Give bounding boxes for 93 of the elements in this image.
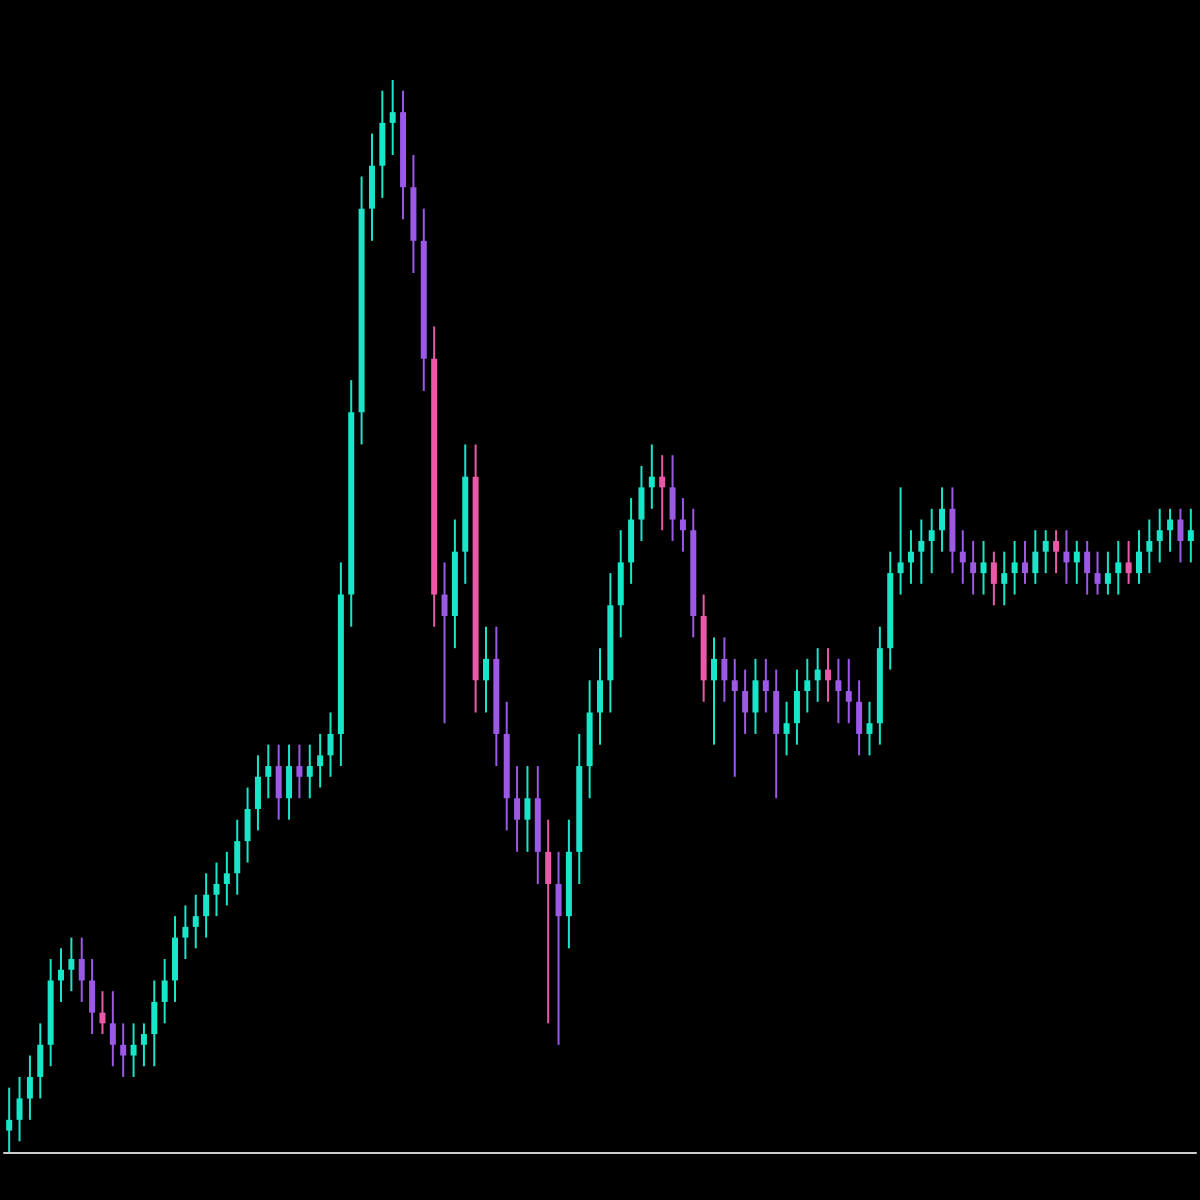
candlestick (514, 765, 521, 853)
candlestick (959, 529, 966, 585)
candlestick (368, 132, 375, 242)
candlestick (721, 636, 728, 703)
candlestick (939, 486, 946, 553)
candlestick (1063, 529, 1070, 585)
candlestick (711, 636, 718, 746)
candlestick (389, 79, 396, 157)
candlestick (58, 947, 65, 1003)
candlestick (482, 625, 489, 714)
candlestick (679, 497, 686, 553)
candlestick (1073, 539, 1080, 585)
candlestick (441, 561, 448, 725)
candlestick (99, 990, 106, 1036)
candlestick (172, 915, 179, 1003)
candlestick (1084, 539, 1091, 596)
candlestick (234, 818, 241, 896)
candlestick (130, 1022, 137, 1078)
candlestick (524, 765, 531, 853)
candlestick (752, 657, 759, 735)
candlestick (648, 443, 655, 510)
candlestick (866, 700, 873, 757)
candlestick (628, 497, 635, 585)
candlestick (286, 743, 293, 821)
candlestick (793, 668, 800, 746)
candlestick (1135, 529, 1142, 585)
candlestick (203, 872, 210, 939)
candlestick (773, 668, 780, 800)
candlestick (213, 861, 220, 918)
candlestick (26, 1054, 33, 1121)
candlestick (928, 507, 935, 575)
candlestick (120, 1022, 127, 1078)
candlestick (16, 1075, 23, 1143)
candlestick (1115, 539, 1122, 596)
candlestick (897, 486, 904, 596)
candlestick (317, 732, 324, 789)
candlestick (845, 657, 852, 725)
candlestick (659, 454, 666, 532)
candlestick (1177, 507, 1184, 564)
candlestick (617, 529, 624, 639)
candlestick (1167, 507, 1174, 553)
candlestick (1032, 529, 1039, 585)
candlestick (1001, 550, 1008, 607)
candlestick (327, 711, 334, 778)
candlestick (254, 754, 261, 832)
candlestick (835, 657, 842, 725)
candlestick (6, 1086, 13, 1153)
candlestick (918, 518, 925, 585)
candlestick (275, 743, 282, 821)
candlestick (907, 529, 914, 585)
candlestick (825, 647, 832, 703)
candlestick (1053, 529, 1060, 575)
candlestick (731, 657, 738, 778)
candlestick (1021, 539, 1028, 585)
candlestick (970, 539, 977, 596)
candlestick (1104, 550, 1111, 596)
candlestick (161, 958, 168, 1025)
candlestick (223, 850, 230, 907)
candlestick (1042, 529, 1049, 575)
candlestick (306, 743, 313, 800)
candlestick (78, 936, 85, 1003)
candlestick (109, 990, 116, 1068)
candlestick (638, 464, 645, 542)
candlestick (265, 743, 272, 800)
candlestick (762, 657, 769, 714)
candlestick (669, 454, 676, 542)
candlestick (980, 539, 987, 596)
candlestick (1187, 507, 1194, 564)
candlestick (814, 647, 821, 703)
candlestick (1094, 550, 1101, 596)
candlestick (1011, 539, 1018, 596)
candlestick (151, 979, 158, 1068)
candlestick (990, 550, 997, 607)
candlestick (545, 818, 552, 1025)
candlestick (37, 1022, 44, 1100)
candlestick (856, 679, 863, 757)
candlestick (555, 850, 562, 1046)
candlestick (182, 904, 189, 961)
candlestick (68, 936, 75, 993)
candlestick (1125, 539, 1132, 585)
candlestick (140, 1022, 147, 1068)
candlestick (1146, 518, 1153, 575)
candlestick (1156, 507, 1163, 564)
candlestick (296, 743, 303, 800)
candlestick (783, 700, 790, 757)
candlestick (742, 668, 749, 735)
candlestick (804, 657, 811, 714)
candlestick (192, 893, 199, 950)
candlestick (89, 958, 96, 1036)
candlestick (379, 89, 386, 199)
candlestick (597, 647, 603, 746)
candlestick (949, 486, 956, 575)
candlestick (244, 786, 251, 864)
